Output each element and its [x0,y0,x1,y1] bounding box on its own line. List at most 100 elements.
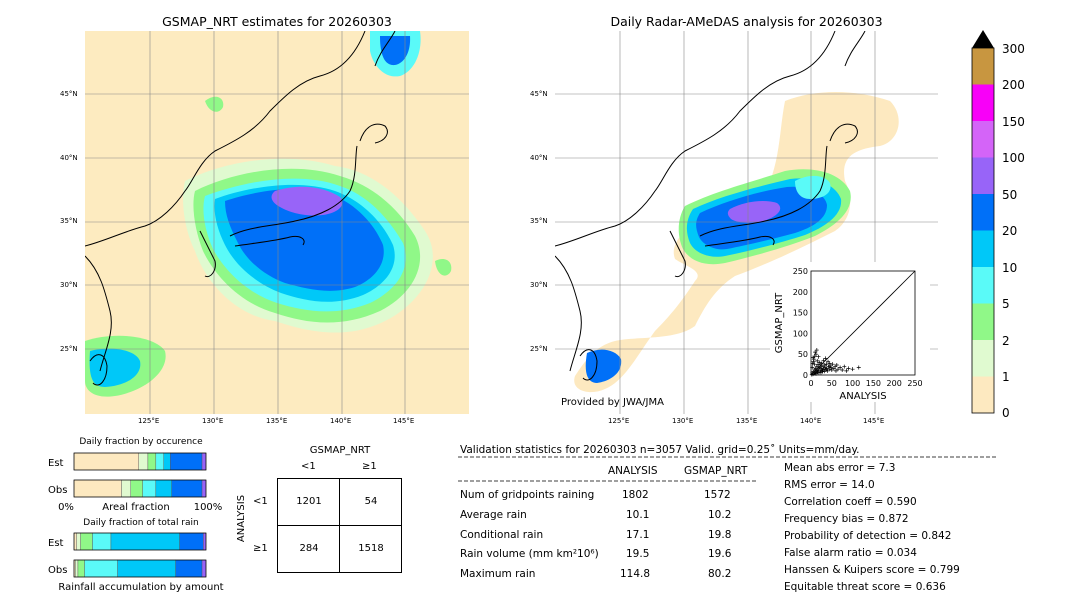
colorbar-bin-100-150 [972,121,994,158]
contingency-row-axis: ANALYSIS [236,494,248,543]
validation-row-analysis: 17.1 [626,529,650,541]
right-lat-label-25: 25°N [530,345,548,353]
occurrence-bar-segments [73,452,207,498]
occurrence-segment [171,479,203,498]
occurrence-segment [155,479,172,498]
scatter-y-tick: 200 [793,288,808,297]
occurrence-est-label: Est [48,458,64,469]
rain-fraction-segment [201,559,207,578]
scatter-x-tick: 150 [866,379,881,388]
colorbar-label-0: 0 [1002,406,1010,420]
contingency-cell-22: 1518 [358,543,384,554]
validation-row-gsmap: 80.2 [708,568,732,580]
right-lon-label-140: 140°E [800,417,822,425]
right-lat-label-45: 45°N [530,90,548,98]
scatter-point [815,358,820,363]
contingency-cell-11: 1201 [296,496,322,507]
contingency-grid [277,478,402,573]
scatter-point [834,363,839,368]
scatter-point [811,355,816,360]
scatter-point [823,356,828,361]
rain-fraction-segment [76,532,81,551]
scatter-point [850,367,855,372]
score-ets: Equitable threat score = 0.636 [784,581,946,593]
colorbar-bin-1-2 [972,340,994,377]
colorbar-label-1: 1 [1002,370,1010,384]
rain-fraction-segment [117,559,176,578]
scatter-point [840,368,845,373]
rain-fraction-bar-segments [73,532,207,578]
validation-row-gsmap: 19.6 [708,548,732,560]
score-correlation: Correlation coeff = 0.590 [784,496,917,508]
rain-fraction-bar-frame [73,559,207,578]
colorbar-bin-20-50 [972,194,994,231]
right-lat-label-35: 35°N [530,217,548,225]
right-lat-label-30: 30°N [530,281,548,289]
scatter-point [829,368,834,373]
left-lon-label-145: 145°E [393,417,415,425]
occurrence-title: Daily fraction by occurence [79,437,203,447]
rain-fraction-segment [175,559,203,578]
scatter-point [813,352,818,357]
occurrence-bars: Est Obs 0% 100% Areal fraction [48,452,223,513]
colorbar-label-2: 2 [1002,334,1010,348]
occurrence-bar-frame [73,479,207,498]
scatter-point [824,362,829,367]
scatter-diagonal-line [810,270,916,376]
colorbar-label-10: 10 [1002,261,1018,275]
scatter-point [814,348,819,353]
colorbar-bin-200-300 [972,48,994,85]
scatter-point [836,367,841,372]
occurrence-x-tick-100: 100% [194,502,223,513]
left-lon-label-125: 125°E [138,417,160,425]
contingency-cell-21: 284 [299,543,319,554]
scatter-point [827,361,832,366]
occurrence-segment [170,452,203,471]
colorbar-bin-0-1 [972,376,994,413]
colorbar-extend-triangle [972,30,994,48]
right-lon-label-130: 130°E [672,417,694,425]
right-rain-field [574,92,899,393]
score-mae: Mean abs error = 7.3 [784,462,896,474]
scatter-x-tick: 200 [887,379,902,388]
validation-row-gsmap: 1572 [704,489,731,501]
colorbar-label-200: 200 [1002,78,1025,92]
rain-fraction-bars: Est Obs Rainfall accumulation by amount [48,532,224,593]
scatter-y-tick: 150 [793,309,808,318]
rain-fraction-xlabel: Rainfall accumulation by amount [58,582,223,593]
rain-fraction-obs-label: Obs [48,565,67,576]
validation-row-analysis: 114.8 [620,568,651,580]
validation-row-gsmap: 19.8 [708,529,732,541]
occurrence-segment [201,452,207,471]
rain-fraction-est-label: Est [48,538,64,549]
colorbar-label-300: 300 [1002,42,1025,56]
right-map-title: Daily Radar-AMeDAS analysis for 20260303 [610,14,883,29]
score-frequency-bias: Frequency bias = 0.872 [784,513,909,525]
colorbar-bin-50-100 [972,157,994,194]
validation-row-analysis: 1802 [622,489,649,501]
scatter-point [816,362,821,367]
contingency-title: GSMAP_NRT [309,445,371,456]
left-lat-label-40: 40°N [60,154,78,162]
scatter-point [838,365,843,370]
validation-row-label: Conditional rain [460,529,544,541]
occurrence-segment [73,479,122,498]
validation-row-label: Rain volume (mm km²10⁶) [460,548,599,560]
rain-fraction-title: Daily fraction of total rain [83,518,199,528]
validation-col-gsmap: GSMAP_NRT [684,465,748,477]
validation-dividers [458,456,996,482]
scatter-point [810,365,815,370]
validation-row-gsmap: 10.2 [708,509,732,521]
occurrence-segment [121,479,131,498]
scatter-point [811,359,816,364]
contingency-row-lt1: <1 [253,496,268,507]
validation-header: Validation statistics for 20260303 n=305… [460,444,860,456]
scatter-point [816,370,821,375]
scatter-point [817,360,822,365]
scatter-xlabel: ANALYSIS [839,391,886,402]
right-lon-label-145: 145°E [863,417,885,425]
occurrence-segment [130,479,143,498]
occurrence-obs-label: Obs [48,485,67,496]
left-lon-label-135: 135°E [266,417,288,425]
right-lon-label-135: 135°E [736,417,758,425]
